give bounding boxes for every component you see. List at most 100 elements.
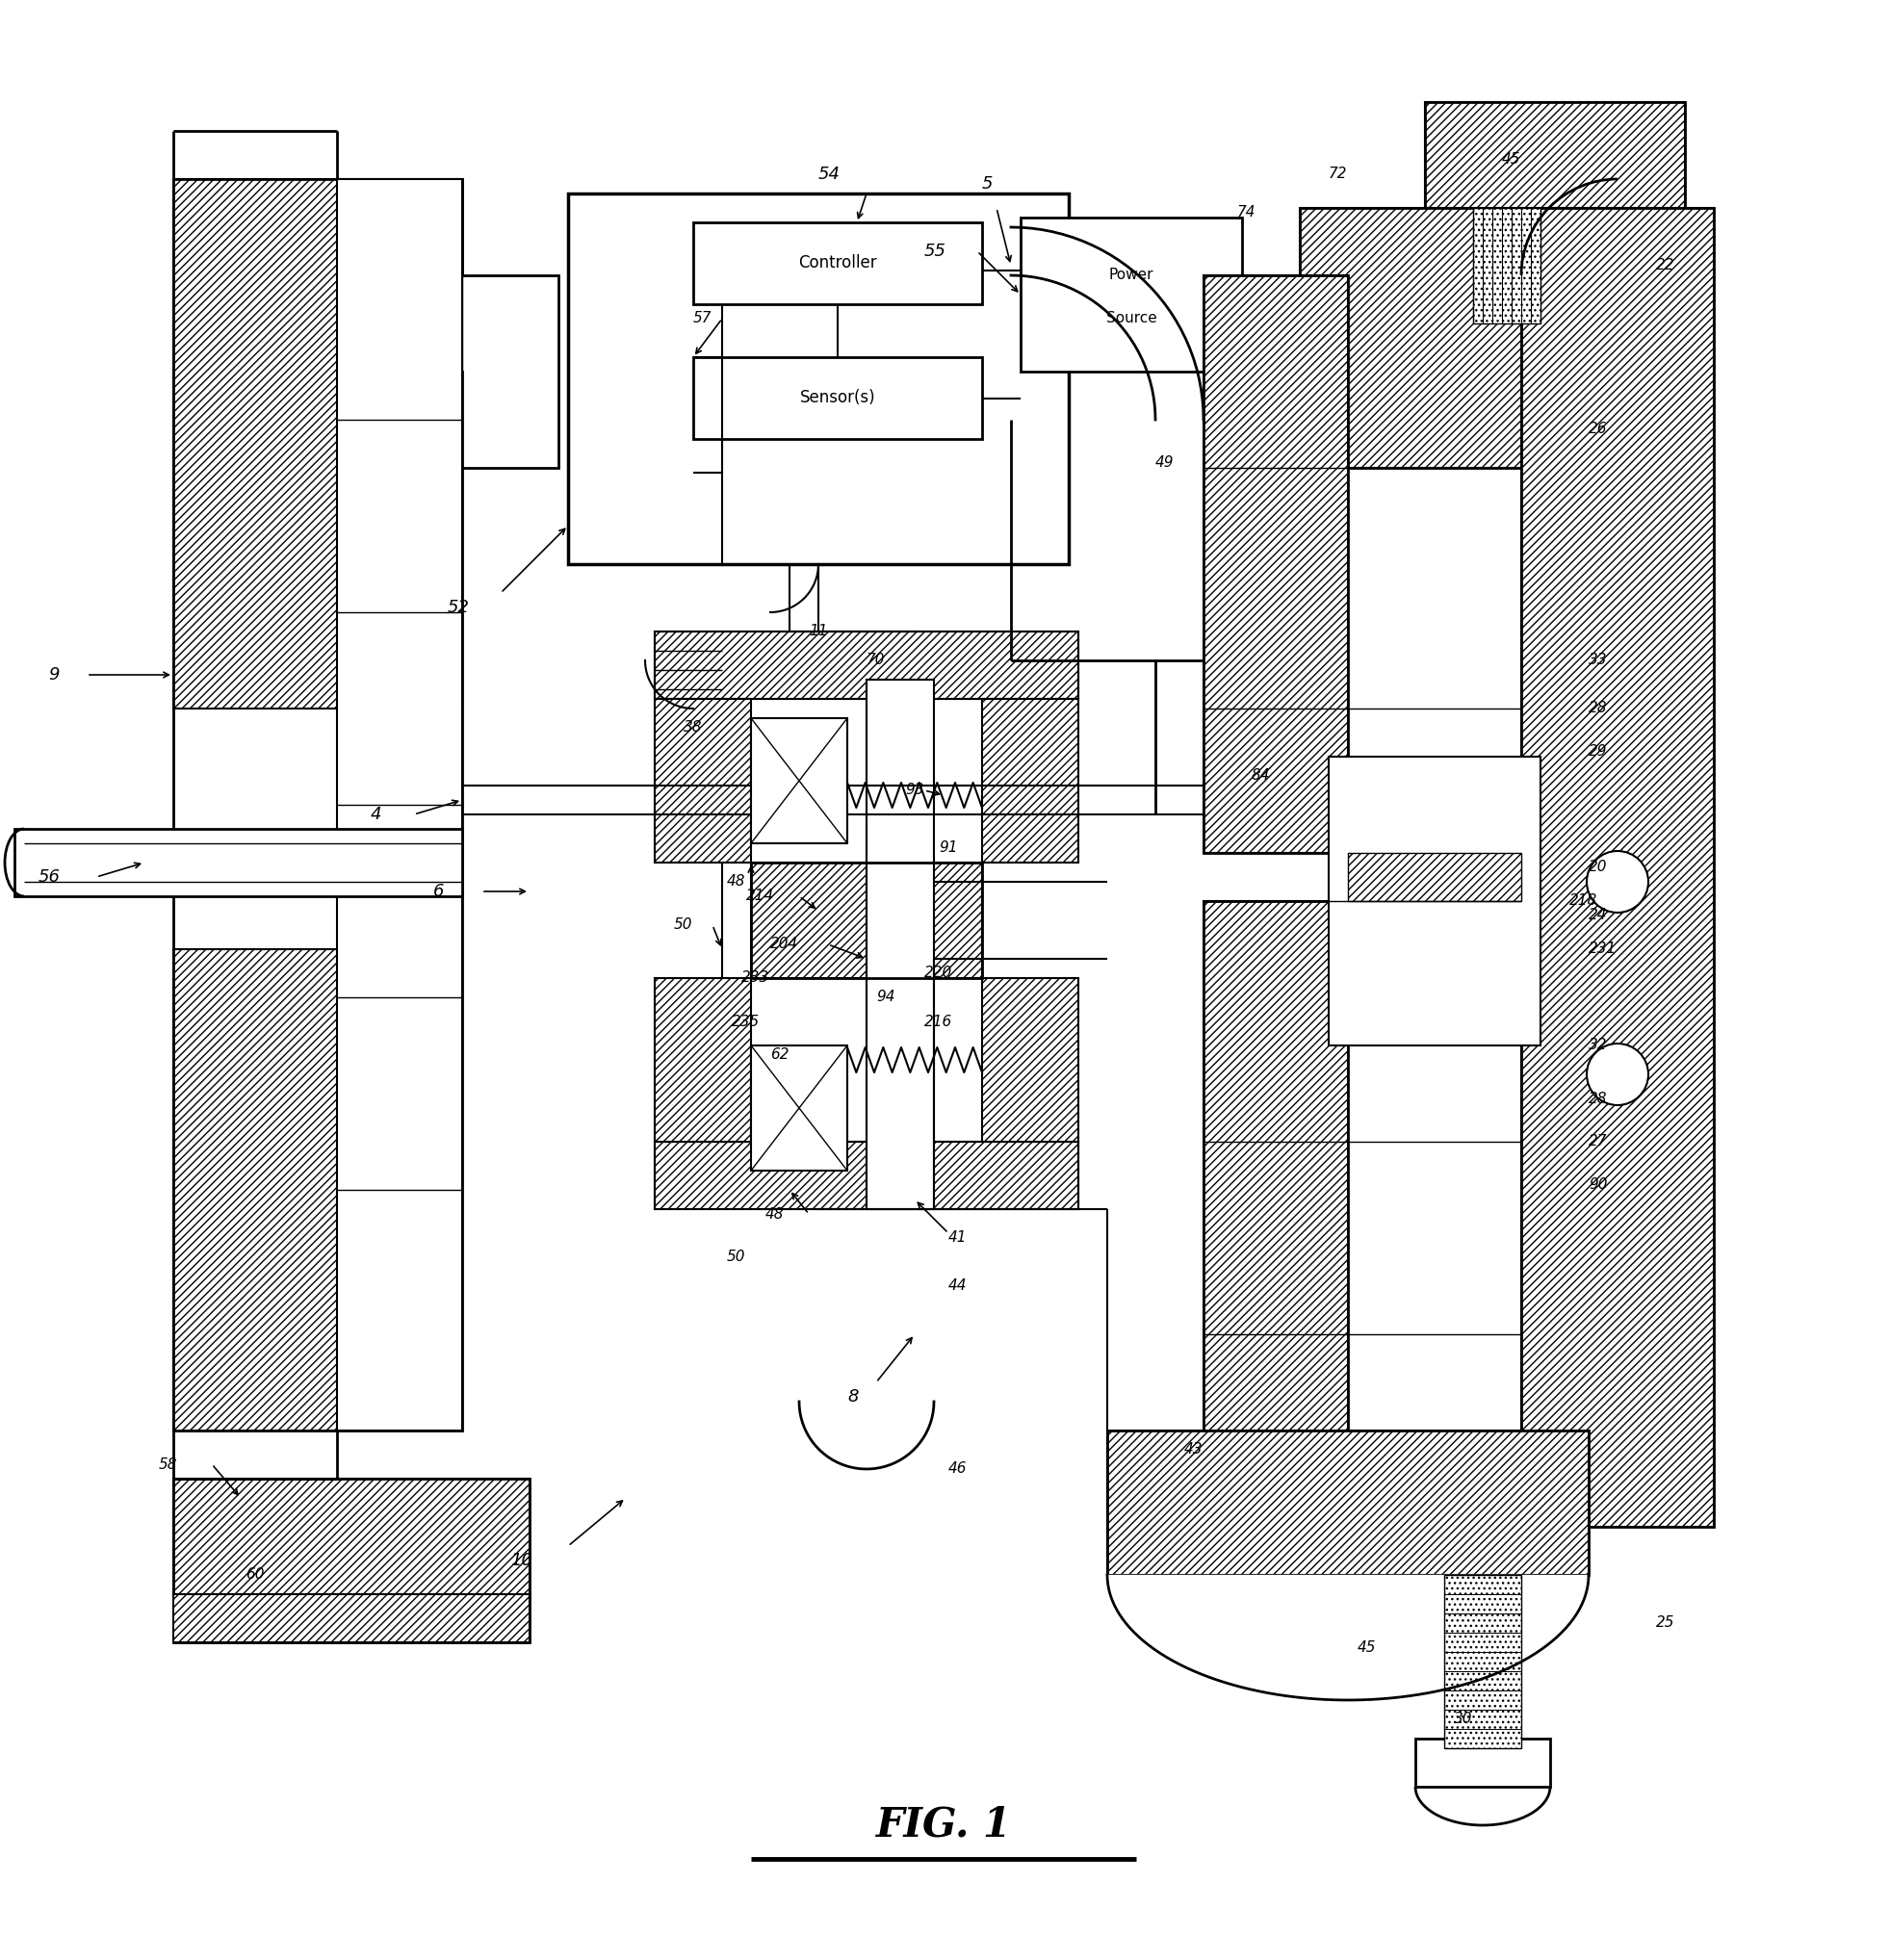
Text: 56: 56 [38,868,60,886]
Text: 30: 30 [1453,1713,1472,1727]
Text: 49: 49 [1155,457,1174,470]
Text: 48: 48 [765,1207,784,1221]
Text: 214: 214 [747,890,775,904]
Polygon shape [654,631,1079,700]
Bar [1300,208,1521,468]
Polygon shape [336,178,558,468]
Polygon shape [1444,1576,1521,1748]
Text: Source: Source [1106,312,1157,325]
Bar [174,178,463,1431]
Text: 216: 216 [924,1013,953,1029]
Text: 45: 45 [1503,153,1521,167]
Text: 38: 38 [684,721,703,735]
Text: 43: 43 [1185,1443,1204,1456]
Bar [174,1593,529,1642]
Bar [569,194,1068,564]
Bar [694,221,983,304]
Bar [1521,208,1714,1527]
Text: Sensor(s): Sensor(s) [799,390,875,408]
Text: 28: 28 [1589,1092,1606,1105]
Bar [1204,902,1348,1431]
Polygon shape [174,1478,529,1593]
Circle shape [1588,1043,1648,1105]
Polygon shape [386,274,463,372]
Text: 32: 32 [1589,1039,1606,1053]
Text: 235: 235 [731,1013,760,1029]
Text: 60: 60 [246,1568,265,1582]
Text: 9: 9 [47,666,59,684]
Polygon shape [174,1593,529,1642]
Text: 220: 220 [924,966,953,980]
Polygon shape [1108,1431,1589,1576]
Text: 25: 25 [1656,1615,1675,1631]
Polygon shape [654,978,750,1143]
Text: 94: 94 [877,990,896,1005]
Text: Controller: Controller [798,255,877,272]
Text: 218: 218 [1569,894,1597,907]
Text: 6: 6 [433,882,444,900]
Polygon shape [1425,102,1684,208]
Text: 26: 26 [1589,421,1606,437]
Polygon shape [15,829,463,896]
Polygon shape [983,978,1079,1143]
Text: 50: 50 [728,1250,747,1264]
Polygon shape [174,949,463,1431]
Text: 46: 46 [949,1462,968,1476]
Text: 50: 50 [675,917,694,933]
Text: 62: 62 [771,1049,788,1062]
Text: 10: 10 [510,1552,533,1570]
Text: 72: 72 [1329,167,1348,182]
Text: 57: 57 [694,312,713,325]
Text: 74: 74 [1238,206,1257,220]
Text: 22: 22 [1656,259,1675,272]
Text: 91: 91 [939,841,958,855]
Text: 20: 20 [1589,860,1606,874]
Text: 24: 24 [1589,907,1606,923]
Bar [1416,1739,1550,1788]
Bar [1021,218,1242,372]
Text: 70: 70 [866,653,885,668]
Text: 45: 45 [1357,1641,1376,1654]
Polygon shape [750,862,983,978]
Text: 52: 52 [448,600,471,615]
Text: 44: 44 [949,1280,968,1294]
Text: 54: 54 [818,165,841,182]
Bar [694,357,983,439]
Polygon shape [1204,274,1348,853]
Text: 90: 90 [1589,1178,1606,1192]
Bar [1108,1431,1589,1576]
Text: 93: 93 [905,784,924,798]
Polygon shape [1472,208,1540,323]
Polygon shape [174,178,463,708]
Bar [750,717,847,843]
Circle shape [1588,851,1648,913]
Polygon shape [983,700,1079,862]
Bar [654,1143,1079,1209]
Bar [654,631,1079,700]
Text: 11: 11 [809,625,828,639]
Bar [174,1478,529,1593]
Bar [866,680,934,1209]
Bar [336,178,463,1431]
Text: 27: 27 [1589,1135,1606,1149]
Bar [1204,274,1348,853]
Polygon shape [1300,208,1521,468]
Text: 5: 5 [983,174,992,192]
Text: 84: 84 [1251,768,1270,784]
Text: 231: 231 [1589,943,1616,956]
Text: 28: 28 [1589,702,1606,715]
Polygon shape [1204,902,1348,1431]
Text: 41: 41 [949,1231,968,1245]
Text: FIG. 1: FIG. 1 [875,1805,1011,1846]
Bar [750,862,983,978]
Polygon shape [1348,853,1521,902]
Text: 33: 33 [1589,653,1606,668]
Text: 29: 29 [1589,745,1606,759]
Text: 55: 55 [924,243,947,261]
Bar [1329,757,1540,1045]
Text: 58: 58 [159,1456,178,1472]
Text: 204: 204 [771,937,798,953]
Bar [750,1045,847,1170]
Bar [1425,102,1684,208]
Text: 48: 48 [728,874,747,890]
